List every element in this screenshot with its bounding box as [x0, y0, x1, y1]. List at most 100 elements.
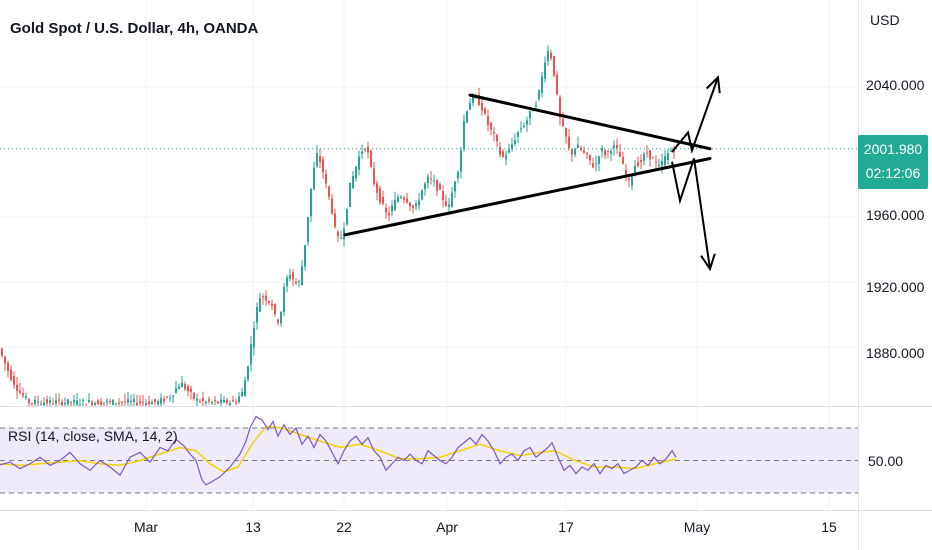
candle-body: [262, 296, 264, 298]
candle-body: [331, 198, 333, 214]
candle-body: [109, 400, 111, 402]
candle-body: [7, 362, 9, 372]
currency-label: USD: [870, 12, 900, 28]
candle-body: [337, 231, 339, 237]
candle-body: [619, 152, 621, 157]
candle-body: [253, 327, 255, 348]
candle-body: [568, 136, 570, 148]
candle-body: [559, 97, 561, 118]
candle-body: [151, 402, 153, 405]
candle-body: [85, 404, 87, 406]
candle-body: [235, 402, 237, 404]
candle-body: [157, 401, 159, 405]
candle-body: [493, 132, 495, 134]
candle-body: [196, 398, 198, 401]
candle-body: [628, 178, 630, 180]
candle-body: [289, 274, 291, 279]
candle-body: [307, 216, 309, 243]
candle-body: [160, 398, 162, 404]
candle-body: [304, 245, 306, 267]
candle-body: [454, 181, 456, 192]
candle-body: [562, 119, 564, 127]
candle-body: [106, 400, 108, 403]
candle-body: [439, 184, 441, 190]
candle-body: [667, 153, 669, 161]
candle-body: [280, 311, 282, 324]
chart-title: Gold Spot / U.S. Dollar, 4h, OANDA: [10, 20, 259, 37]
candle-body: [199, 401, 201, 403]
candle-body: [640, 159, 642, 162]
candle-body: [79, 404, 81, 406]
x-tick-label: 13: [245, 519, 261, 535]
candle-body: [328, 186, 330, 197]
candle-body: [595, 163, 597, 165]
candle-body: [466, 111, 468, 123]
candle-body: [631, 174, 633, 186]
candle-body: [433, 180, 435, 182]
candle-body: [16, 384, 18, 392]
candle-body: [451, 192, 453, 207]
candle-body: [577, 144, 579, 148]
candle-body: [391, 205, 393, 212]
candle-body: [556, 74, 558, 95]
candle-body: [598, 156, 600, 164]
y-tick-label: 1960.000: [866, 207, 925, 223]
candle-body: [112, 399, 114, 405]
candle-body: [430, 178, 432, 180]
candle-body: [613, 145, 615, 149]
candle-body: [442, 190, 444, 200]
candle-body: [229, 403, 231, 406]
candle-body: [214, 400, 216, 402]
candle-body: [181, 382, 183, 388]
candle-body: [136, 402, 138, 406]
candle-body: [502, 151, 504, 157]
candle-body: [505, 155, 507, 160]
candle-body: [553, 55, 555, 76]
candle-body: [76, 400, 78, 405]
candle-body: [205, 401, 207, 404]
candle-body: [220, 399, 222, 404]
candle-body: [250, 344, 252, 365]
candle-body: [52, 403, 54, 405]
candle-body: [460, 150, 462, 172]
candle-body: [97, 400, 99, 405]
candle-body: [670, 150, 672, 152]
candle-body: [664, 156, 666, 166]
candle-body: [346, 208, 348, 225]
candle-body: [271, 303, 273, 306]
candle-body: [91, 402, 93, 406]
candle-body: [334, 213, 336, 227]
candle-body: [364, 149, 366, 151]
candle-body: [208, 399, 210, 402]
candle-body: [385, 207, 387, 213]
candle-body: [484, 108, 486, 114]
candle-body: [10, 369, 12, 380]
arrow-head: [700, 253, 716, 272]
candle-body: [4, 356, 6, 364]
candle-body: [592, 163, 594, 168]
candle-body: [601, 148, 603, 152]
candle-body: [301, 266, 303, 286]
candle-body: [658, 164, 660, 166]
candle-body: [103, 402, 105, 404]
candle-body: [274, 304, 276, 315]
candle-body: [514, 140, 516, 144]
candle-body: [520, 128, 522, 130]
candle-body: [583, 150, 585, 153]
candle-body: [49, 400, 51, 403]
y-tick-label: 1920.000: [866, 279, 925, 295]
candle-body: [646, 152, 648, 154]
candle-body: [124, 401, 126, 403]
candle-body: [265, 295, 267, 301]
candle-body: [133, 399, 135, 402]
candle-body: [322, 159, 324, 173]
y-tick-label: 1880.000: [866, 345, 925, 361]
candle-body: [418, 200, 420, 206]
candle-body: [148, 401, 150, 405]
candle-body: [529, 111, 531, 119]
candle-body: [370, 150, 372, 167]
candle-body: [673, 150, 675, 153]
candle-body: [589, 154, 591, 161]
current-price-value: 2001.980: [863, 141, 923, 157]
